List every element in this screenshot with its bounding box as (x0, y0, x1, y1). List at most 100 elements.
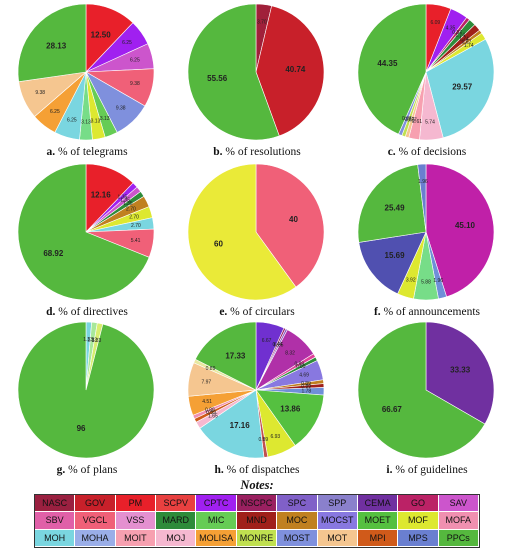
slice-label-molisa: 4.51 (202, 399, 212, 405)
legend-item-molisa: MOLISA (196, 529, 237, 547)
slice-label-mot: 7.97 (201, 379, 211, 385)
slice-label-nscpc: 0.44 (272, 342, 282, 348)
slice-label-molisa: 6.25 (50, 109, 60, 115)
pie-slice-ppcs (357, 164, 427, 243)
pie-slice-moh (425, 38, 495, 139)
slice-label-cptc: 4.35 (446, 25, 456, 31)
chart-panel-dispatches: 6.67 0.44 0.35 8.32 0.89 0.89 4.69 0.89 0.89 1.78… (172, 318, 342, 480)
pie-chart-dispatches: 6.670.440.358.320.890.894.690.890.891.78… (187, 321, 325, 458)
legend-item-moj: MOJ (156, 529, 197, 547)
pie-slice-mps (417, 163, 427, 233)
slice-label-spc: 0.35 (274, 342, 284, 348)
slice-label-moet: 3.13 (81, 120, 91, 126)
slice-label-mof: 0.89 (206, 366, 216, 372)
slice-label-monre: 0.87 (404, 117, 414, 123)
legend-item-mnd: MND (236, 512, 278, 530)
slice-label-gov: 40.74 (285, 65, 306, 74)
notes-title: Notes: (240, 478, 274, 492)
slice-label-cema: 33.33 (450, 365, 471, 374)
legend-item-spc: SPC (277, 495, 318, 513)
legend-item-gov: GOV (75, 495, 116, 513)
slice-label-moc: 0.87 (462, 39, 472, 45)
legend-item-nasc: NASC (35, 495, 76, 513)
slice-label-sav: 8.32 (285, 350, 295, 356)
slice-label-moh: 29.57 (452, 83, 473, 92)
pie-chart-guidelines: 33.33 66.67 (357, 321, 495, 458)
slice-label-nasc: 3.70 (257, 19, 267, 25)
pie-chart-telegrams: 12.506.256.259.389.383.133.133.136.256.2… (17, 3, 155, 140)
legend-item-moh: MOH (35, 529, 76, 547)
slice-label-moit: 0.89 (258, 437, 268, 443)
slice-label-moit: 2.61 (412, 119, 422, 125)
slice-label-mof: 3.92 (406, 277, 416, 283)
legend-item-pm: PM (115, 495, 157, 513)
chart-caption-dispatches: h. % of dispatches (214, 464, 300, 476)
chart-caption-directives: d. % of directives (46, 306, 128, 318)
slice-label-monre: 6.93 (270, 434, 280, 440)
legend-item-mofa: MOFA (438, 512, 479, 530)
slice-label-mpi: 0.89 (206, 410, 216, 416)
slice-label-sav: 45.10 (455, 221, 476, 230)
chart-caption-announcements: f. % of announcements (373, 306, 481, 318)
slice-label-mps: 1.96 (418, 179, 428, 185)
slice-label-mof: 60 (214, 239, 223, 248)
pie-slice-ppcs (17, 3, 87, 82)
slice-label-ppcs: 55.56 (207, 74, 228, 83)
slice-label-mic: 3.13 (100, 116, 110, 122)
chart-caption-circulars: e. % of circulars (219, 306, 295, 318)
slice-label-moha: 1.78 (301, 388, 311, 394)
slice-label-moh: 1.33 (83, 337, 93, 343)
pie-slice-sav (425, 163, 495, 298)
slice-label-mot: 0.87 (407, 118, 417, 124)
slice-label-moet: 13.86 (280, 405, 301, 414)
legend-item-mocst: MOCST (317, 512, 358, 530)
legend-item-scpv: SCPV (156, 495, 197, 513)
legend-item-moc: MOC (277, 512, 318, 530)
slice-label-sav: 6.25 (130, 57, 140, 63)
pie-slice-most (358, 231, 427, 295)
legend-item-mard: MARD (156, 512, 197, 530)
legend-item-go: GO (398, 495, 439, 513)
chart-panel-resolutions: 3.70 40.74 55.56 b. % of resolutions (172, 0, 342, 162)
slice-label-vgcl: 9.38 (130, 81, 140, 87)
slice-label-pm: 12.50 (91, 30, 112, 39)
legend-item-mpi: MPI (357, 529, 399, 547)
slice-label-ppcs: 68.92 (43, 249, 64, 258)
legend-item-ppcs: PPCs (438, 529, 479, 547)
slice-label-moh: 17.16 (230, 421, 251, 430)
slice-label-mofa: 0.89 (205, 407, 215, 413)
slice-label-ppcs: 44.35 (377, 59, 398, 68)
legend-item-moit: MOIT (115, 529, 157, 547)
pie-slice-ppcs (17, 163, 150, 300)
pie-slice-moet (255, 389, 325, 446)
pie-slice-ppcs (194, 321, 257, 391)
slice-label-pm: 12.16 (91, 191, 112, 200)
legend-item-moha: MOHA (75, 529, 116, 547)
legend-item-vgcl: VGCL (75, 512, 116, 530)
chart-panel-decisions: 6.09 4.35 0.87 1.74 1.74 0.87 1.74 29.57 5.74 2.6… (342, 0, 512, 162)
slice-label-most: 15.69 (385, 251, 406, 260)
slice-label-moc: 2.70 (126, 207, 136, 213)
slice-label-mot: 9.38 (35, 90, 45, 96)
legend-item-cptc: CPTC (196, 495, 237, 513)
chart-panel-telegrams: 12.50 6.25 6.25 9.38 9.38 3.13 3.13 3.13 6.25 6.2… (2, 0, 172, 162)
chart-caption-decisions: c. % of decisions (387, 146, 467, 158)
slice-label-go: 0.87 (452, 30, 462, 36)
slice-label-ppcs: 96 (77, 424, 86, 433)
pie-slice-mof (187, 163, 297, 300)
slice-label-ppcs: 17.33 (225, 351, 246, 360)
slice-label-sbv: 0.89 (294, 362, 304, 368)
chart-panel-plans: 1.33 1.33 1.33 96 g. % of plans (2, 318, 172, 480)
chart-panel-announcements: 45.10 1.96 5.88 3.92 15.69 25.49 1.96 f. % of … (342, 160, 512, 322)
slice-label-most: 9.38 (116, 106, 126, 112)
slice-label-sav: 1.35 (120, 198, 130, 204)
legend-item-most: MOST (277, 529, 318, 547)
slice-label-mnd: 0.89 (301, 384, 311, 390)
slice-label-moet: 5.88 (421, 280, 431, 286)
slice-label-mof: 3.13 (91, 119, 101, 125)
pie-chart-plans: 1.331.331.33 96 (17, 321, 155, 458)
slice-label-vgcl: 40 (289, 215, 298, 224)
pie-slice-moh (199, 389, 265, 458)
